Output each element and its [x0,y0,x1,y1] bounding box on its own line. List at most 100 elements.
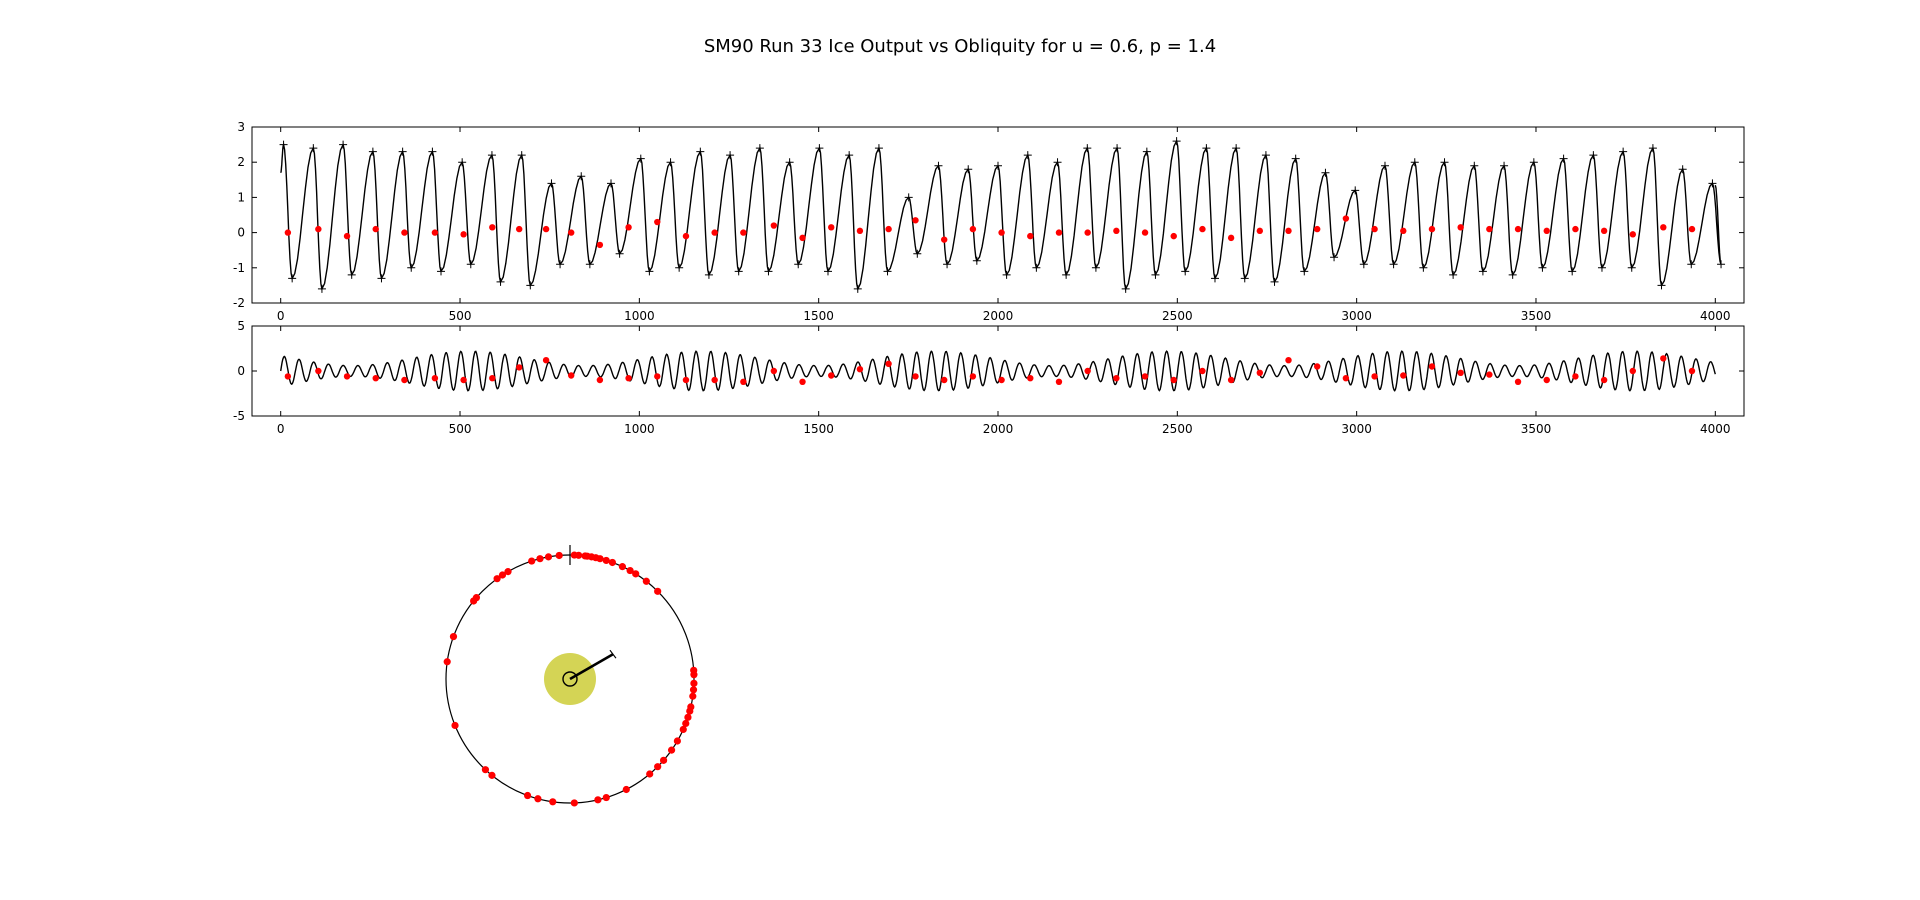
ice-plus-marker [1538,263,1547,272]
ice-plus-marker [1717,260,1726,269]
obl-red-dot [969,373,977,380]
obl-xtick-label: 4000 [1700,422,1731,436]
ice-red-dot [1285,227,1292,235]
ice-plus-marker [666,158,675,167]
ice-plus-marker [1708,179,1717,188]
ice-plus-marker [1210,274,1219,283]
ice-red-dot [372,225,379,233]
obl-red-dot [1428,363,1436,370]
ice-red-dot [941,236,948,243]
ice-plus-marker [1619,147,1628,156]
obl-ytick-label: -5 [233,409,245,423]
ice-red-dot [1629,231,1637,238]
ice-plus-marker [496,277,505,286]
ice-plus-marker [1351,186,1360,195]
ice-plus-marker [1062,270,1071,279]
orbit-red-dot [528,557,536,565]
ice-plus-marker [368,147,377,156]
ice-plus-marker [874,144,883,153]
ice-plus-marker [1410,158,1419,167]
ice-plus-marker [1478,267,1487,276]
ice-plus-marker [347,270,356,279]
ice-red-dot [431,229,439,236]
ice-red-dot [998,229,1005,236]
obl-red-dot [740,378,747,385]
ice-red-dot [343,232,351,240]
obl-red-dot [1688,367,1696,375]
ice-plus-marker [823,267,832,276]
obl-red-dot [711,376,718,384]
ice-plus-marker [339,140,348,149]
ice-plus-marker [1270,277,1279,286]
ice-red-dot [1256,227,1264,235]
ice-red-dot [1027,232,1034,240]
orbit-red-dot [689,692,697,700]
obl-red-dot [828,372,835,379]
orbit-red-dot [570,799,578,807]
obliquity-line [280,350,1716,392]
ice-plus-marker [853,284,862,293]
ice-plus-marker [1300,267,1309,276]
ice-red-dot [1457,224,1464,231]
orbit-red-dot [493,575,501,583]
ice-plus-marker [1181,267,1190,276]
orbit-red-dot [667,746,676,754]
obl-red-dot [682,376,690,384]
figure-title: SM90 Run 33 Ice Output vs Obliquity for … [703,36,1217,57]
ice-plus-marker [1083,144,1092,153]
orbit-red-dot [488,771,496,779]
orbit-red-dot [682,719,690,728]
ice-plus-marker [1091,263,1100,272]
obl-red-dot [489,375,496,382]
obl-red-dot [1486,371,1493,378]
ice-ytick-label: 0 [237,226,245,240]
orbit-red-dot [481,766,490,774]
ice-plus-marker [734,267,743,276]
ice-plus-marker [913,249,922,258]
ice-plus-marker [615,249,624,258]
ice-red-dot [1227,234,1235,242]
ice-output-line [280,139,1722,292]
ice-ytick-label: -2 [233,296,245,310]
orbit-red-dot [470,597,478,605]
orbit-red-dot [659,756,668,764]
obl-red-dot [343,373,351,380]
ice-plus-marker [1151,270,1160,279]
orbit-red-dot [654,587,662,595]
ice-red-dot [1600,227,1608,235]
orbit-red-dot [608,558,617,567]
ice-red-dot [711,229,718,236]
ice-plus-marker [279,140,288,149]
obl-axes-box [251,325,1745,417]
obl-red-dot [1314,363,1321,370]
obl-red-dot [1256,369,1264,376]
ice-red-dot [489,224,496,231]
ice-plus-marker [815,144,824,153]
obl-red-dot [401,376,408,384]
ice-plus-marker [794,260,803,269]
ice-red-dot [799,234,806,242]
obl-red-dot [542,357,550,364]
orbit-red-dot [690,666,698,674]
orbit-red-dot [594,796,602,804]
obliquity-panel: 0 500 1000 1500 2000 2500 3000 3500 4000 -5 0 5 [233,319,1745,436]
ice-plus-marker [1053,158,1062,167]
orbit-red-dot [443,658,451,666]
ice-plus-marker [526,281,535,290]
obl-xtick-label: 3500 [1521,422,1552,436]
ice-plus-marker [1321,168,1330,177]
ice-xtick-label: 2000 [983,309,1014,323]
ice-plus-marker [428,147,437,156]
obl-red-dot [1514,378,1522,385]
ice-red-dot [1199,225,1206,233]
ice-plus-marker [1032,263,1041,272]
ice-plus-marker [1657,281,1666,290]
obl-red-dot [654,373,661,380]
obl-red-dot [625,375,632,382]
ice-red-dot [682,232,690,240]
obl-red-dot [998,376,1005,384]
ice-plus-marker [1508,270,1517,279]
obl-ytick-label: 0 [237,364,245,378]
ice-plus-marker [645,267,654,276]
